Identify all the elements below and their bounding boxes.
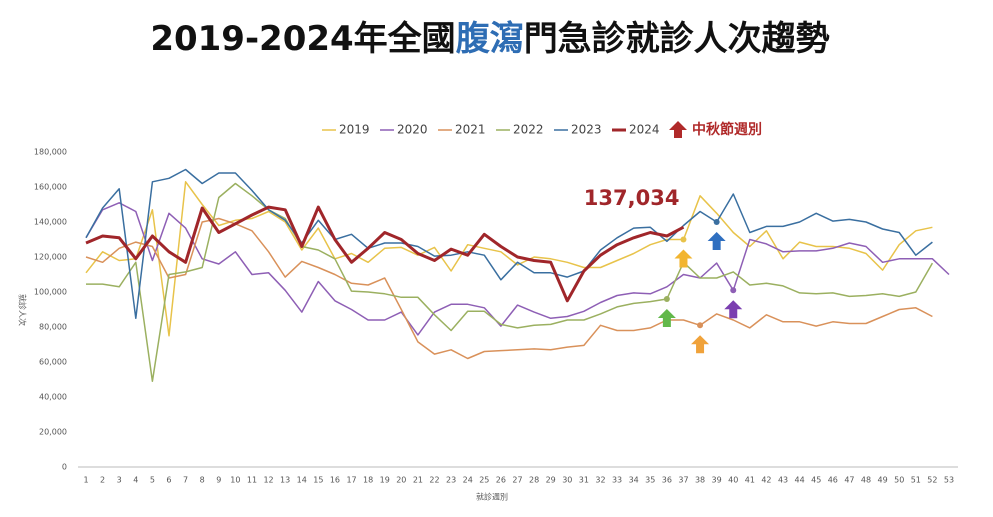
x-tick-label: 32 [595,476,605,485]
x-tick-label: 52 [927,476,937,485]
mid-autumn-dot [680,236,687,243]
mid-autumn-arrow [657,309,676,327]
x-tick-label: 33 [612,476,622,485]
mid-autumn-dot [730,287,737,294]
x-tick-label: 2 [100,476,105,485]
y-tick-label: 180,000 [34,148,67,157]
y-tick-label: 20,000 [39,428,67,437]
y-tick-label: 80,000 [39,323,67,332]
x-tick-label: 21 [413,476,423,485]
series-line [85,181,933,337]
legend-label: 2023 [571,123,602,137]
x-tick-label: 8 [200,476,205,485]
x-tick-label: 7 [183,476,188,485]
x-tick-label: 19 [380,476,390,485]
x-tick-label: 35 [645,476,655,485]
legend-label: 中秋節週別 [692,121,762,138]
chart-title: 2019-2024年全國腹瀉門急診就診人次趨勢 [150,19,829,59]
y-tick-label: 0 [62,463,67,472]
x-tick-label: 51 [911,476,921,485]
x-tick-label: 24 [463,476,473,485]
series-line [85,202,950,336]
x-tick-label: 45 [811,476,821,485]
x-tick-label: 37 [678,476,688,485]
mid-autumn-dot [663,296,670,302]
title-part: 腹瀉 [456,19,524,59]
x-tick-label: 38 [695,476,705,485]
x-tick-label: 27 [512,476,522,485]
x-tick-label: 20 [396,476,406,485]
title-part: 門急診就診人次趨勢 [524,19,830,59]
legend-arrow [669,121,687,138]
x-tick-label: 16 [330,476,340,485]
x-tick-label: 47 [844,476,854,485]
x-tick-label: 39 [712,476,722,485]
legend-label: 2024 [629,123,660,137]
y-tick-label: 60,000 [39,358,67,367]
value-label: 137,034 [584,186,680,210]
legend-label: 2020 [397,123,428,137]
x-tick-label: 1 [83,476,88,485]
mid-autumn-arrow [724,300,743,319]
mid-autumn-arrow [691,335,710,354]
y-axis-label: 就診人次 [18,294,28,326]
series-line [86,182,934,383]
x-tick-label: 15 [313,476,323,485]
x-tick-label: 26 [496,476,506,485]
x-tick-label: 12 [263,476,273,485]
x-tick-label: 25 [479,476,489,485]
y-tick-label: 40,000 [39,393,67,402]
legend-label: 2019 [339,123,370,137]
x-tick-label: 23 [446,476,456,485]
x-tick-label: 43 [778,476,788,485]
series-line [85,168,933,320]
x-tick-label: 31 [579,476,589,485]
y-tick-label: 100,000 [34,288,67,297]
x-tick-label: 48 [861,476,871,485]
x-tick-label: 4 [133,476,138,485]
x-tick-label: 6 [166,476,171,485]
x-tick-label: 40 [728,476,738,485]
y-tick-label: 120,000 [34,253,67,262]
y-tick-label: 160,000 [34,183,67,192]
x-tick-label: 29 [546,476,556,485]
y-tick-label: 140,000 [34,218,67,227]
mid-autumn-dot [697,322,704,329]
x-tick-label: 9 [216,476,221,485]
x-tick-label: 53 [944,476,954,485]
x-tick-label: 28 [529,476,539,485]
x-tick-label: 41 [745,476,755,485]
legend-label: 2021 [455,123,486,137]
x-tick-label: 22 [429,476,439,485]
x-tick-label: 36 [662,476,672,485]
x-axis-label: 就診週別 [476,492,508,502]
x-tick-label: 10 [230,476,240,485]
series-line [85,205,685,303]
series-line [85,217,933,360]
mid-autumn-arrow [707,232,726,250]
x-tick-label: 13 [280,476,290,485]
x-tick-label: 18 [363,476,373,485]
x-tick-label: 17 [346,476,356,485]
x-tick-label: 34 [629,476,639,485]
x-tick-label: 3 [117,476,122,485]
x-tick-label: 14 [297,476,307,485]
x-tick-label: 5 [150,476,155,485]
x-tick-label: 50 [894,476,904,485]
title-part: 2019-2024年全國 [150,19,455,59]
mid-autumn-dot [713,219,720,225]
x-tick-label: 46 [828,476,838,485]
x-tick-label: 44 [795,476,805,485]
x-tick-label: 49 [878,476,888,485]
x-tick-label: 30 [562,476,572,485]
x-tick-label: 42 [761,476,771,485]
mid-autumn-arrow [674,249,693,268]
legend-label: 2022 [513,123,544,137]
x-tick-label: 11 [247,476,257,485]
